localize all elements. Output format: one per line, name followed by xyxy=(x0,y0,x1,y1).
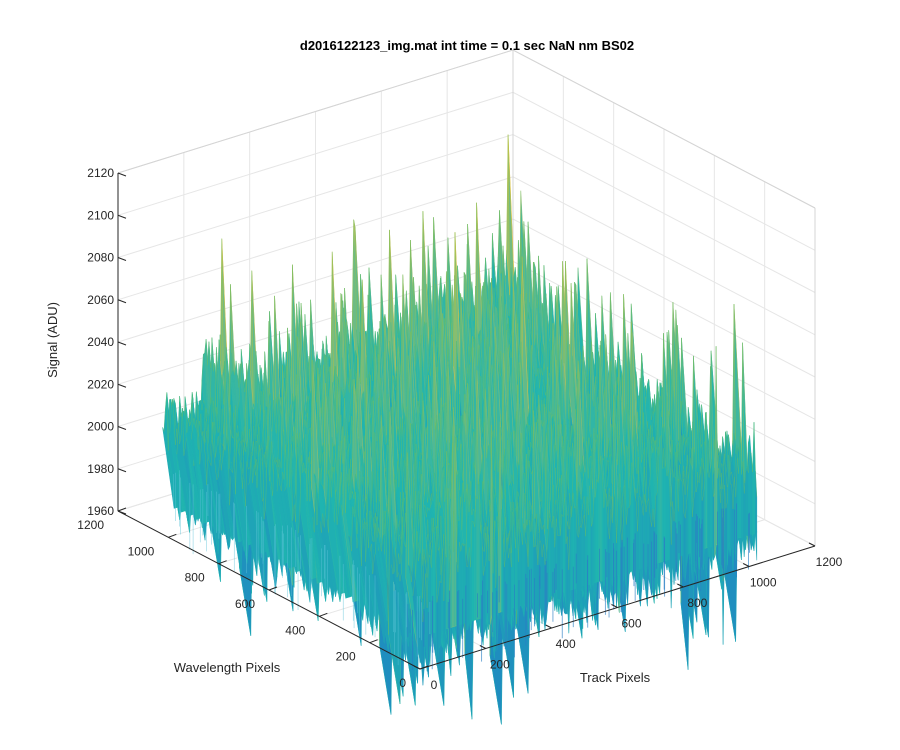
grid-line xyxy=(117,49,816,209)
data-surface xyxy=(162,134,758,725)
axes-box-edge xyxy=(117,49,816,209)
grid-line xyxy=(117,91,816,251)
